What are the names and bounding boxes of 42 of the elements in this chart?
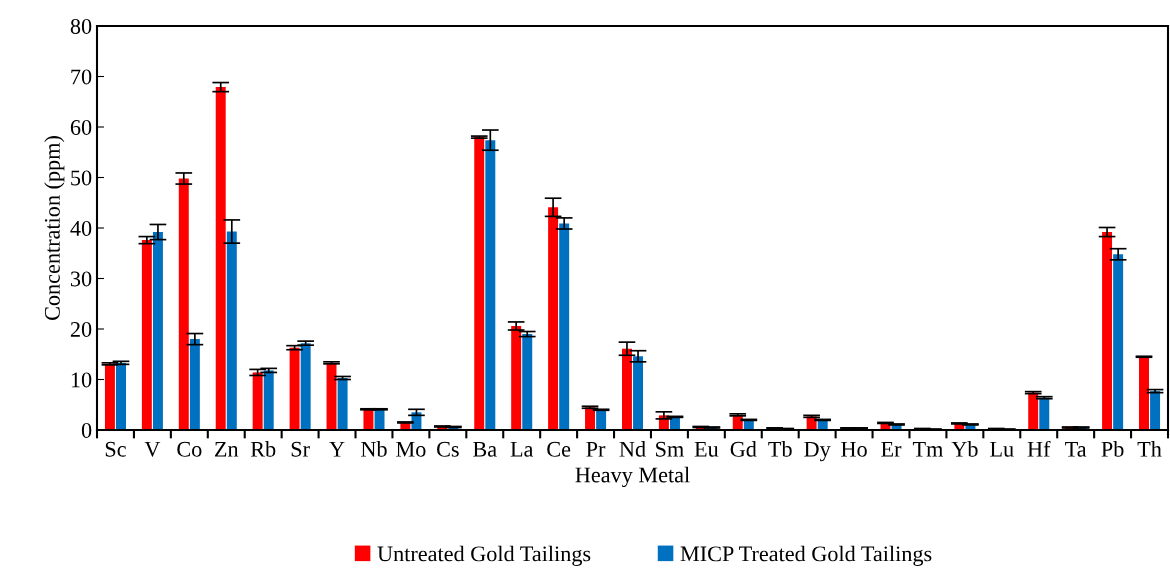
x-tick-label: Sc (105, 441, 126, 457)
x-tick-label: Tb (768, 441, 792, 457)
x-tick-label: Yb (951, 441, 978, 457)
x-tick-label: Rb (250, 441, 276, 457)
x-tick-label: Nb (361, 441, 387, 457)
x-tick-label: Tm (912, 441, 944, 457)
x-tick-label: Sm (656, 441, 684, 457)
x-tick-label: Sr (291, 441, 310, 457)
x-tick-label: Eu (694, 441, 719, 457)
x-tick-label: Ho (841, 441, 867, 457)
x-tick-label: Co (177, 441, 202, 457)
x-tick-label: Pr (586, 441, 606, 457)
y-tick-label: 70 (71, 69, 92, 85)
x-tick-label: Y (329, 441, 345, 457)
x-tick-label: V (144, 441, 161, 457)
x-tick-label: Ce (547, 441, 571, 457)
x-tick-label: Lu (990, 441, 1014, 457)
x-tick-label: La (510, 441, 534, 457)
x-tick-label: Pb (1101, 441, 1124, 457)
y-tick-label: 80 (70, 18, 92, 34)
x-tick-label: Th (1137, 441, 1162, 457)
x-tick-label: Mo (396, 441, 426, 457)
y-tick-label: 60 (70, 119, 92, 135)
x-axis-title: Heavy Metal (575, 466, 690, 488)
x-tick-label: Zn (214, 441, 239, 457)
legend-label: MICP Treated Gold Tailings (680, 545, 932, 566)
x-tick-label: Cs (437, 441, 459, 457)
x-tick-label: Hf (1027, 440, 1051, 457)
y-tick-label: 50 (71, 170, 92, 186)
y-tick-label: 20 (70, 321, 92, 337)
y-axis-title: Concentration (ppm) (44, 136, 65, 320)
x-tick-label: Ta (1065, 441, 1087, 457)
x-tick-label: Er (881, 441, 902, 457)
x-tick-label: Dy (804, 441, 831, 462)
x-tick-label: Ba (473, 441, 497, 457)
y-tick-label: 40 (70, 220, 92, 236)
y-tick-label: 10 (71, 372, 92, 388)
x-tick-label: Nd (619, 441, 646, 457)
x-tick-label: Gd (730, 441, 757, 457)
y-tick-label: 0 (81, 422, 92, 438)
legend-label: Untreated Gold Tailings (377, 545, 591, 566)
y-tick-label: 30 (70, 271, 92, 287)
